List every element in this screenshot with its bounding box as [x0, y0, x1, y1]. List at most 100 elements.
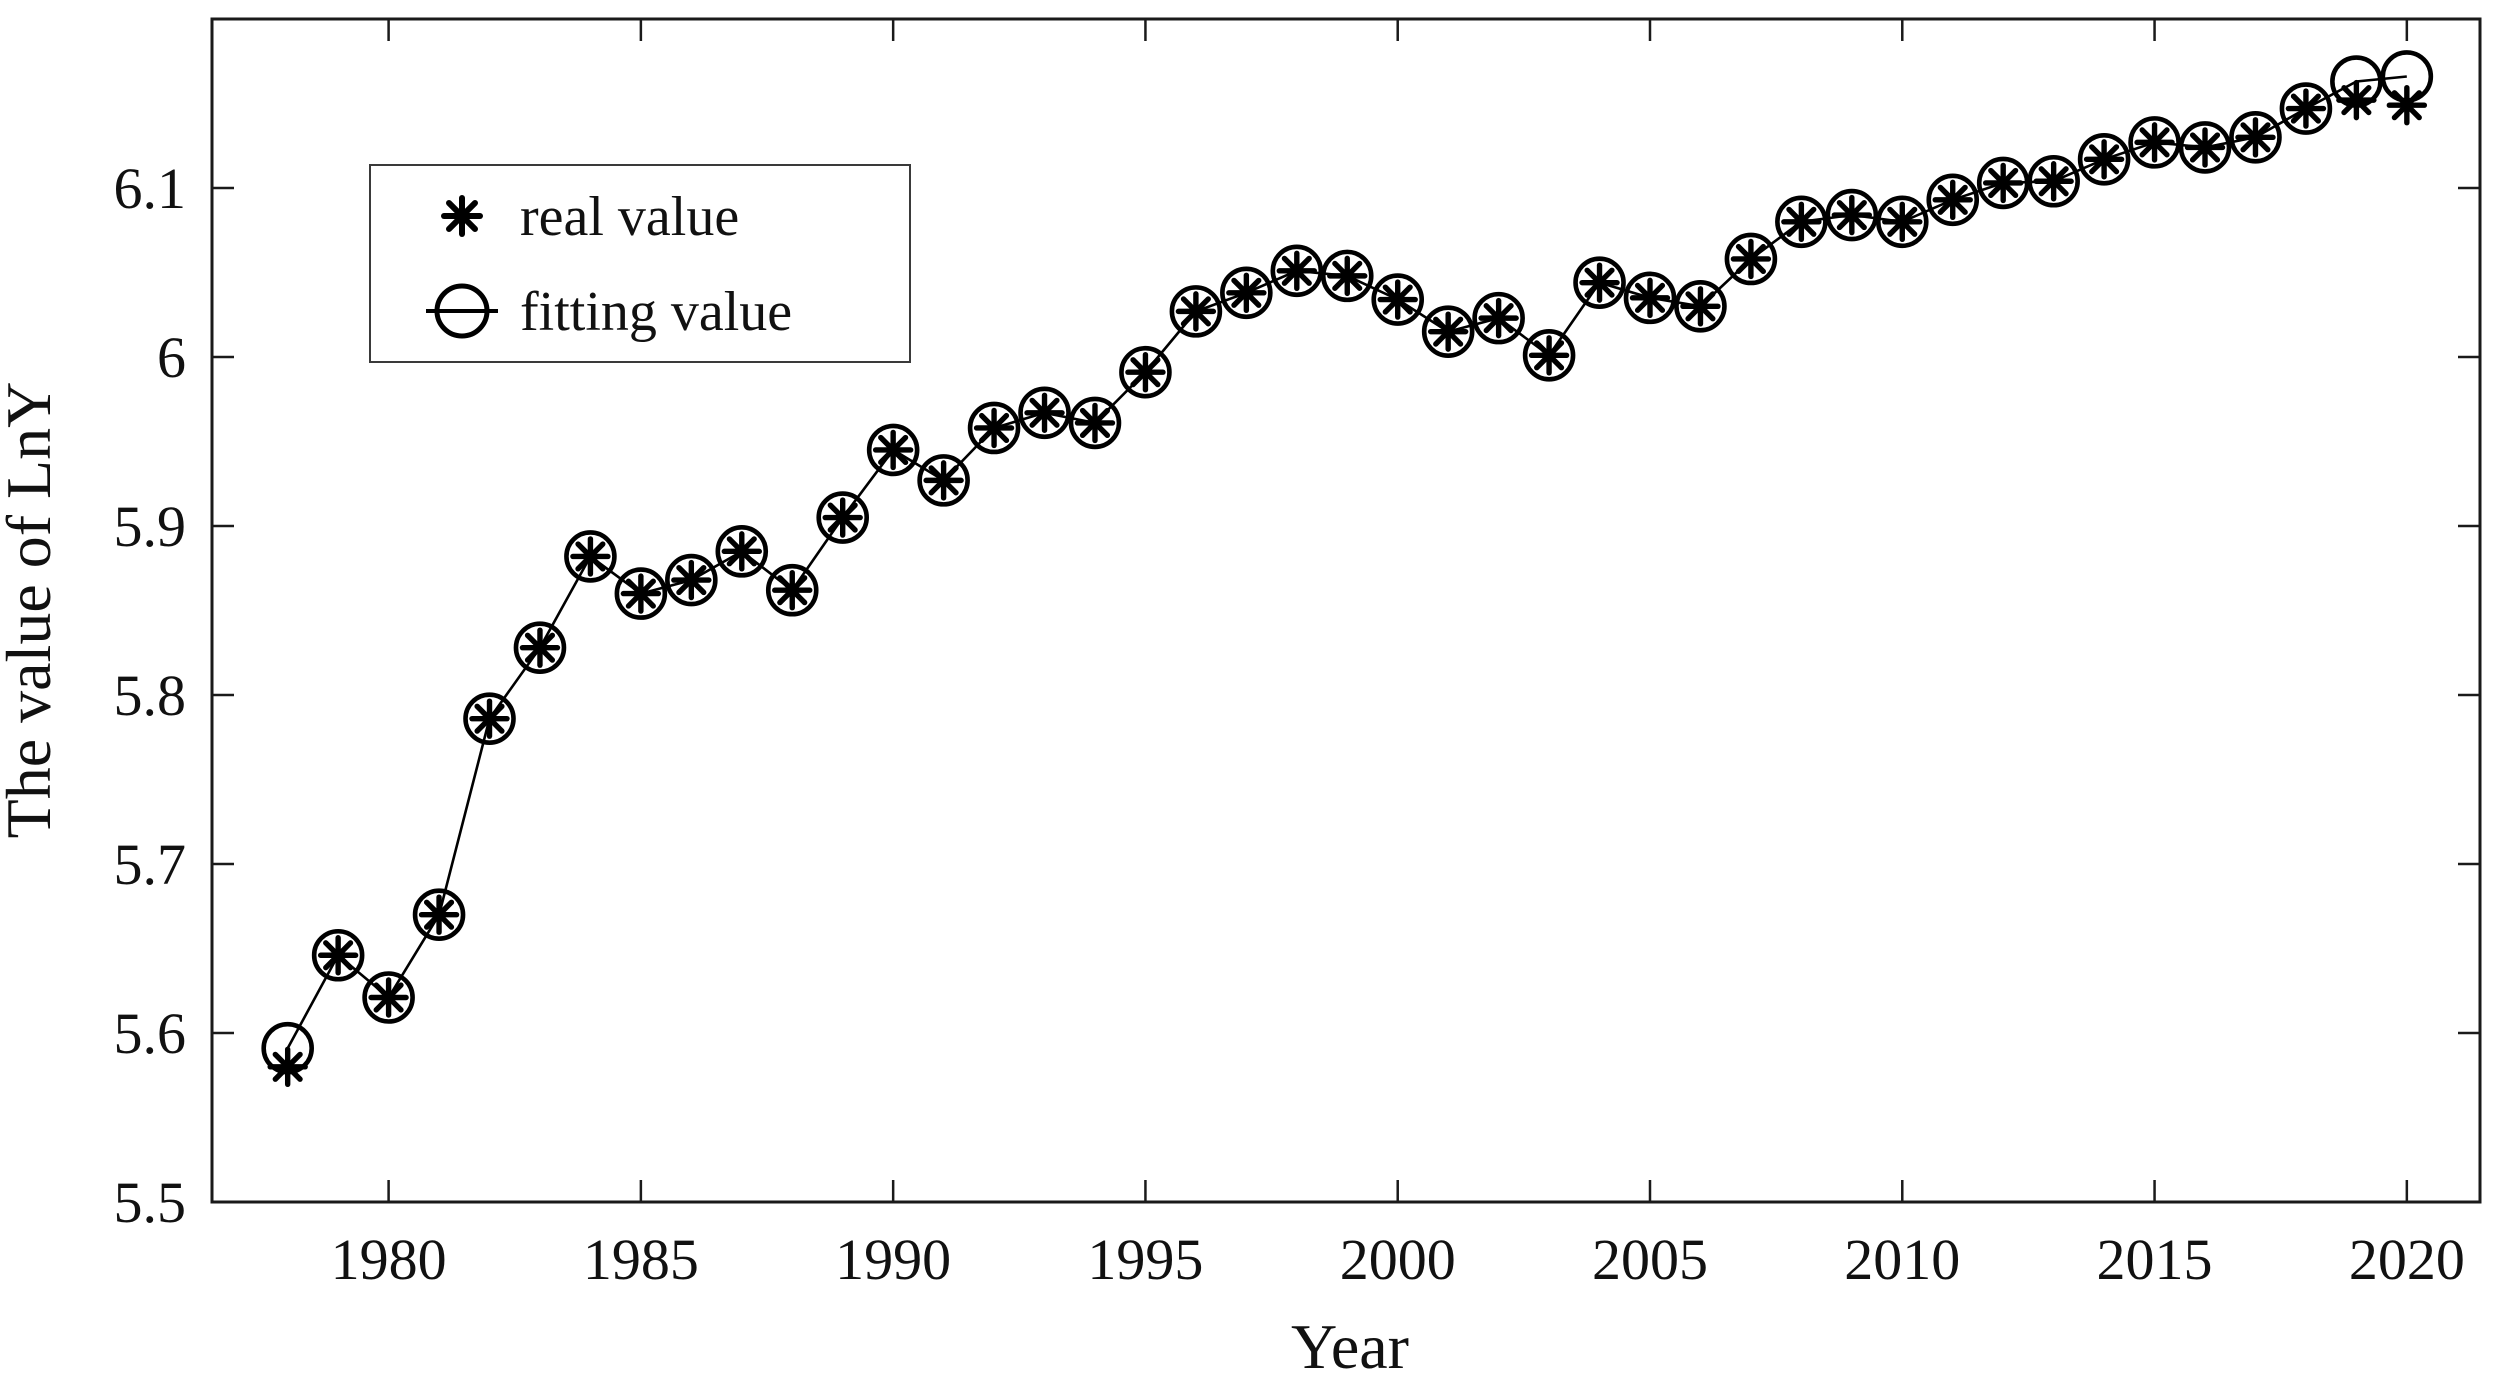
fitting-value-marker	[1068, 396, 1122, 450]
asterisk-arm	[1988, 167, 2019, 199]
real-value-marker	[872, 429, 914, 471]
real-value-marker	[1882, 201, 1923, 243]
asterisk-arm	[2240, 122, 2271, 153]
asterisk-arm	[2038, 166, 2069, 197]
y-tick-label: 6.1	[114, 156, 187, 221]
y-tick-label: 5.7	[114, 832, 187, 897]
asterisk-arm	[575, 541, 606, 572]
asterisk-arm	[423, 899, 455, 930]
real-value-marker	[2184, 127, 2226, 168]
real-value-marker	[721, 531, 762, 572]
x-tick-label: 1995	[1087, 1227, 1203, 1292]
real-value-marker	[1579, 262, 1620, 303]
real-value-marker	[772, 570, 813, 611]
fitting-value-marker	[614, 567, 668, 620]
fitting-value-marker	[1119, 345, 1172, 399]
asterisk-arm	[1584, 267, 1615, 298]
fitting-value-marker	[1573, 256, 1626, 309]
asterisk-arm	[1281, 255, 1312, 286]
x-tick-label: 1990	[835, 1227, 951, 1292]
asterisk-arm	[1130, 357, 1161, 388]
asterisk-arm	[1786, 206, 1817, 237]
circle-line-marker-icon	[426, 283, 498, 339]
fitting-value-marker	[1421, 305, 1475, 358]
real-value-marker	[1831, 194, 1873, 236]
asterisk-arm	[1534, 340, 1565, 371]
fitting-value-marker	[2027, 154, 2080, 208]
real-value-marker	[2386, 84, 2428, 126]
real-value-marker	[368, 977, 409, 1018]
asterisk-marker-icon	[441, 195, 483, 237]
asterisk-arm	[878, 434, 909, 466]
fitting-value-marker	[1169, 285, 1223, 338]
real-value-marker	[2033, 161, 2074, 202]
x-tick-label: 1985	[583, 1227, 699, 1292]
real-value-marker	[2285, 88, 2327, 129]
asterisk-arm	[474, 703, 505, 734]
asterisk-arm	[373, 982, 404, 1013]
y-tick-label: 5.6	[114, 1001, 187, 1066]
asterisk-arm	[1685, 291, 1716, 322]
asterisk-arm	[1887, 206, 1918, 237]
real-value-marker	[2336, 79, 2377, 121]
real-value-marker	[923, 460, 964, 501]
asterisk-arm	[2089, 144, 2120, 175]
fitting-value-marker	[1926, 173, 1980, 227]
asterisk-arm	[827, 502, 858, 533]
real-value-marker	[822, 497, 863, 538]
plot-box	[210, 17, 2482, 1204]
real-value-marker	[1982, 162, 2024, 204]
real-value-marker	[1175, 291, 1217, 332]
fitting-value-marker	[1724, 232, 1778, 286]
fitting-value-marker	[765, 563, 819, 617]
real-value-marker	[1427, 311, 1469, 352]
fitting-value-marker	[1371, 273, 1425, 326]
fitting-value-marker	[816, 491, 870, 544]
real-value-marker	[1074, 402, 1116, 444]
x-tick-label: 2000	[1340, 1227, 1456, 1292]
asterisk-arm	[272, 1051, 303, 1082]
plot-area: 1980 1985 1990 1995 2000 2005 2010 2015 2020 5.5 5…	[114, 17, 2482, 1292]
fitting-value-marker	[1875, 195, 1929, 249]
legend-label-real-value: real value	[520, 186, 739, 248]
asterisk-arm	[676, 565, 707, 596]
fitting-value-marker	[1976, 156, 2030, 210]
asterisk-arm	[1382, 284, 1413, 315]
x-tick-label: 1980	[331, 1227, 447, 1292]
fitting-value-marker	[967, 401, 1021, 455]
asterisk-arm	[1634, 282, 1666, 313]
fitting-value-marker	[1522, 329, 1576, 382]
asterisk-arm	[1029, 397, 1060, 428]
fitting-value-marker	[513, 621, 567, 674]
asterisk-arm	[978, 412, 1010, 444]
real-value-marker	[973, 407, 1015, 449]
legend-label-fitting-value: fitting value	[520, 281, 792, 343]
y-tick-label: 5.8	[114, 663, 187, 728]
fitting-value-marker	[463, 692, 516, 745]
fitting-value-marker	[2128, 116, 2181, 169]
asterisk-arm	[928, 465, 959, 496]
x-tick-label: 2005	[1592, 1227, 1708, 1292]
asterisk-arm	[1231, 277, 1262, 308]
y-tick-label: 5.5	[114, 1170, 187, 1235]
real-value-marker	[1629, 277, 1671, 319]
asterisk-arm	[1433, 316, 1464, 347]
fitting-value-marker	[1320, 249, 1374, 303]
fitting-value-marker	[1018, 386, 1071, 440]
fitting-value-marker	[1220, 266, 1273, 320]
fitting-value-marker	[2077, 132, 2131, 186]
asterisk-arm	[1483, 303, 1514, 334]
x-tick-label: 2020	[2349, 1227, 2465, 1292]
fitting-value-marker	[2279, 82, 2333, 135]
real-value-marker	[1125, 352, 1166, 393]
fitting-value-marker	[715, 525, 769, 578]
real-value-marker	[469, 698, 510, 739]
fitting-value-marker	[412, 888, 466, 942]
real-value-marker	[1478, 297, 1519, 339]
real-value-marker	[2134, 122, 2175, 163]
asterisk-arm	[1937, 184, 1968, 215]
real-value-marker	[570, 536, 611, 577]
real-value-marker	[1528, 335, 1570, 376]
asterisk-arm	[1836, 199, 1867, 231]
